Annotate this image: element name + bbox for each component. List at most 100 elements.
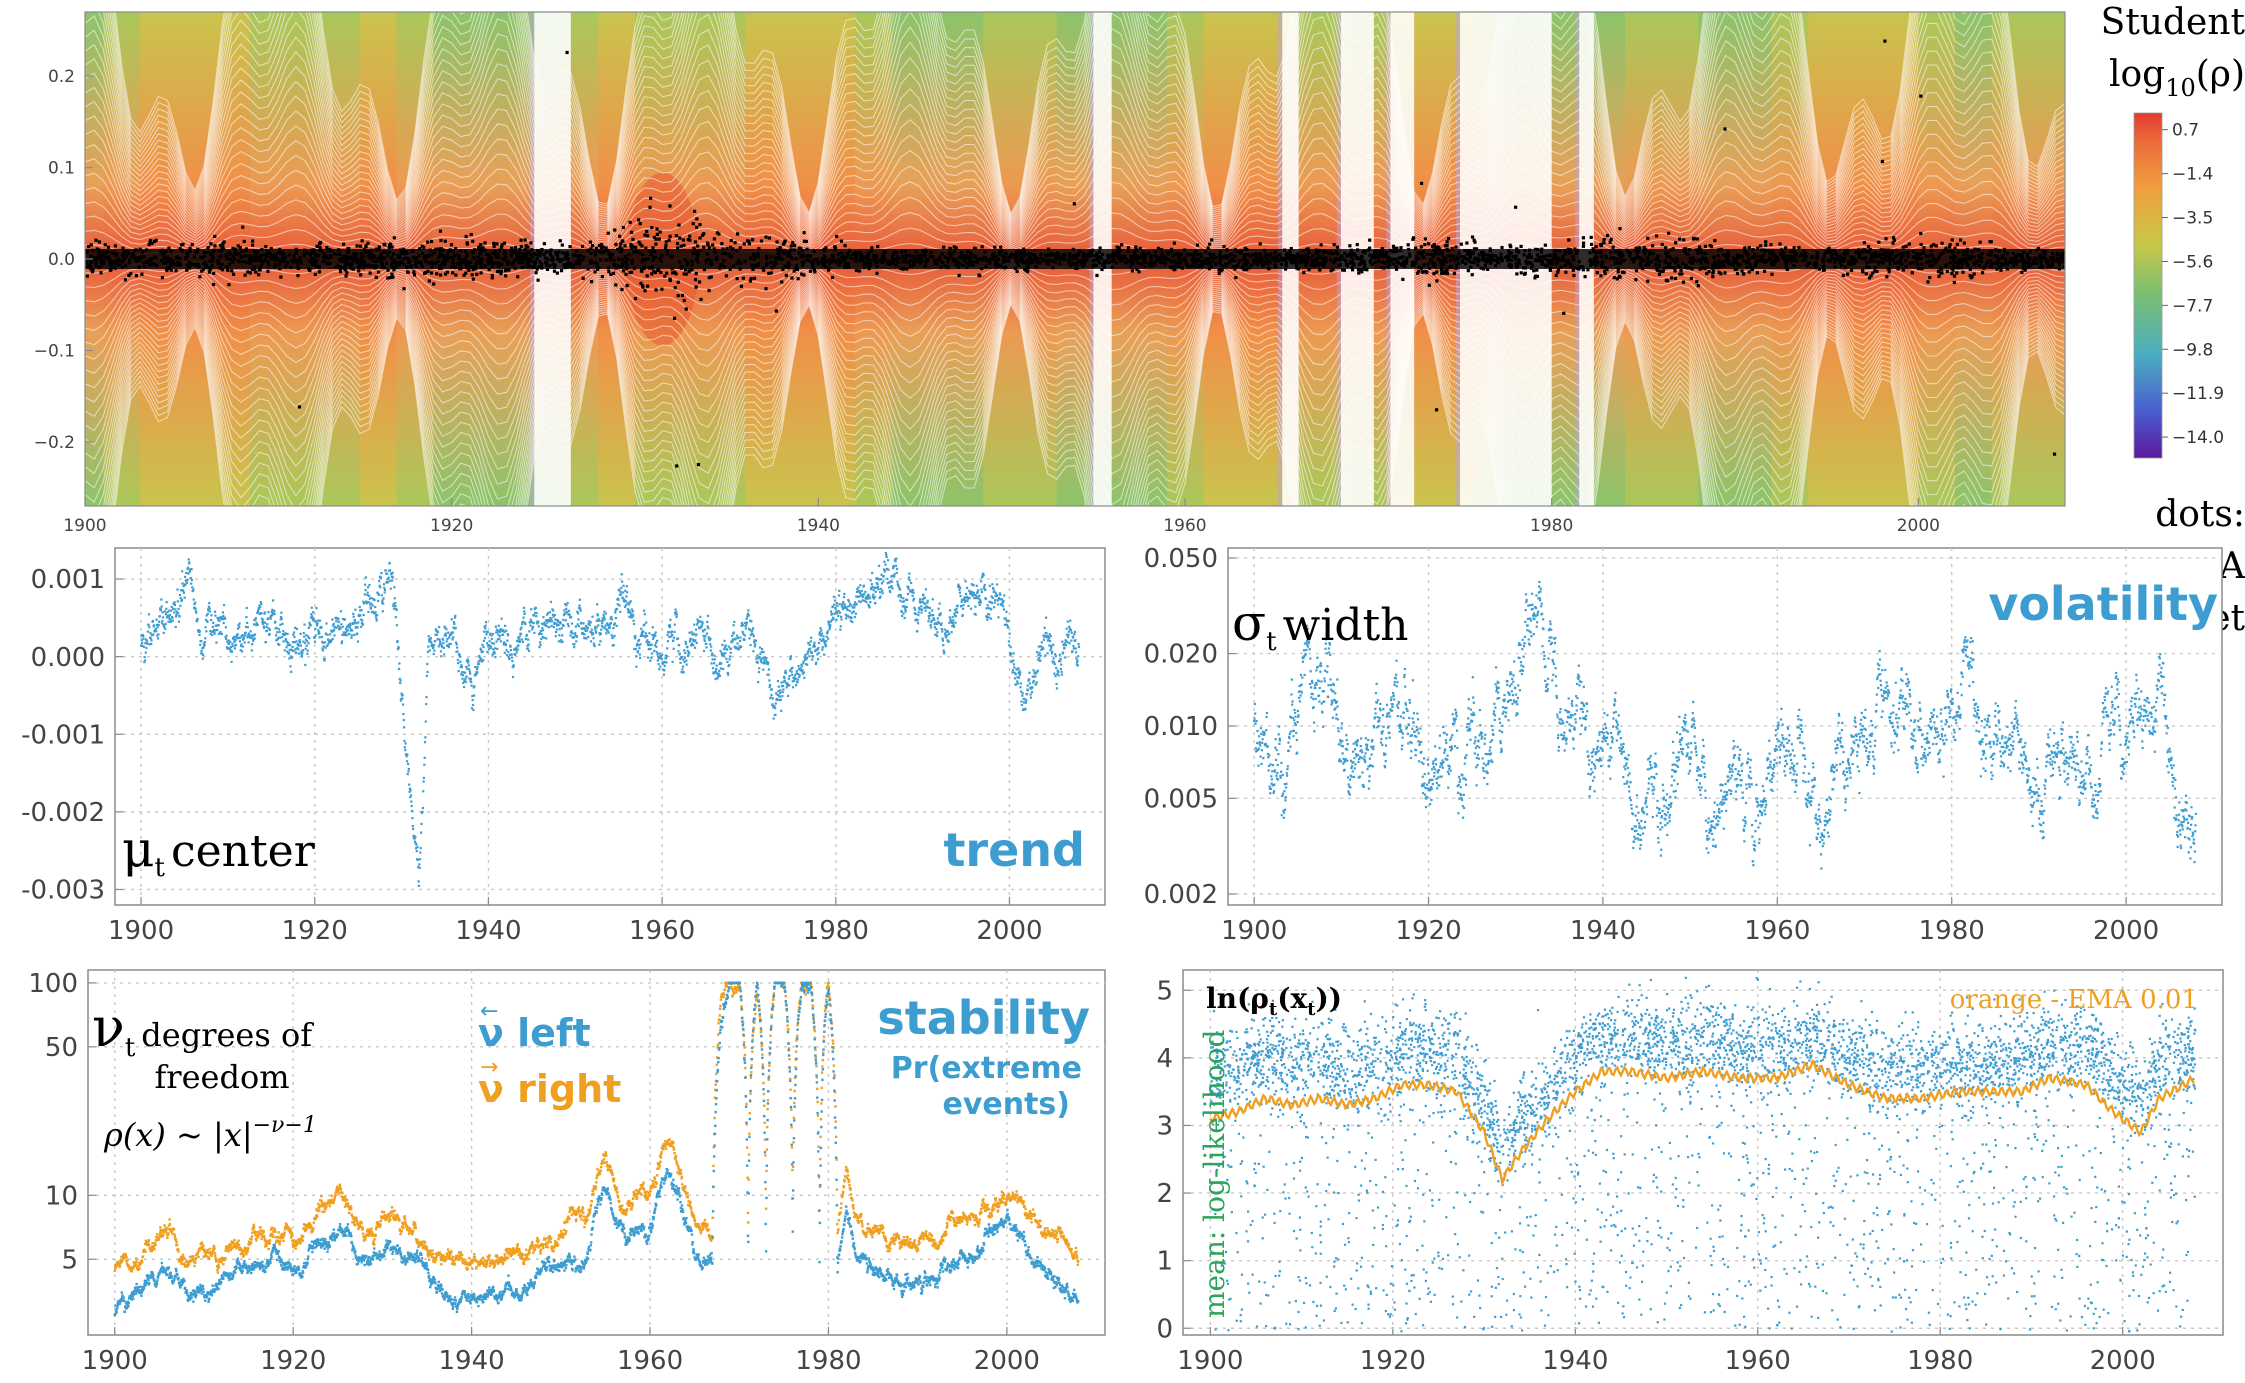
return-dot — [824, 246, 827, 249]
return-dot — [630, 231, 633, 234]
return-dot — [654, 271, 657, 274]
y-tick-label: −0.1 — [34, 341, 75, 361]
return-dot — [1863, 241, 1866, 244]
return-dot — [1442, 272, 1445, 275]
return-dot — [1218, 272, 1221, 275]
return-dot — [1674, 241, 1677, 244]
return-dot — [1742, 273, 1745, 276]
mu-point — [184, 576, 186, 578]
mu-point — [164, 628, 166, 630]
return-dot — [1582, 242, 1585, 245]
return-dot — [155, 239, 158, 242]
return-dot — [1928, 276, 1931, 279]
return-dot — [612, 272, 615, 275]
y-tick-label: 0.0 — [48, 250, 75, 270]
return-dot — [412, 270, 415, 273]
return-dot — [1562, 312, 1565, 315]
mu-point — [179, 605, 181, 607]
colorbar-title: Student log10(ρ) — [2101, 2, 2245, 102]
return-dot — [591, 244, 594, 247]
return-dot — [1764, 244, 1767, 247]
return-dot — [237, 244, 240, 247]
return-dot — [630, 271, 633, 274]
return-dot — [1423, 243, 1426, 246]
x-tick-label: 1920 — [430, 516, 473, 536]
return-dot — [678, 236, 681, 239]
x-tick-label: 1960 — [629, 916, 695, 946]
return-dot — [1567, 238, 1570, 241]
return-dot — [1432, 272, 1435, 275]
return-dot — [1661, 243, 1664, 246]
return-dot — [388, 243, 391, 246]
return-dot — [683, 299, 686, 302]
return-dot — [428, 279, 431, 282]
x-tick-label: 1900 — [63, 516, 106, 536]
return-dot — [1612, 246, 1615, 249]
return-dot — [702, 232, 705, 235]
y-tick-label: 0.001 — [31, 565, 105, 595]
colorbar-tick-label: 0.7 — [2172, 121, 2199, 141]
return-dot — [843, 244, 846, 247]
return-dot — [1842, 274, 1845, 277]
return-dot — [1711, 275, 1714, 278]
return-dot — [654, 288, 657, 291]
return-dot — [677, 223, 680, 226]
return-dot — [1445, 269, 1448, 272]
return-dot — [1583, 275, 1586, 278]
return-dot — [500, 243, 503, 246]
mu-point — [148, 626, 150, 628]
return-dot — [1118, 246, 1121, 249]
return-dot — [1635, 269, 1638, 272]
return-dot — [614, 243, 617, 246]
mu-point — [160, 598, 162, 600]
return-dot — [219, 244, 222, 247]
x-tick-label: 2000 — [1897, 516, 1940, 536]
return-dot — [1411, 238, 1414, 241]
return-dot — [1617, 270, 1620, 273]
return-dot — [1444, 244, 1447, 247]
mu-point — [190, 583, 192, 585]
return-dot — [251, 239, 254, 242]
return-dot — [655, 227, 658, 230]
return-dot — [646, 285, 649, 288]
return-dot — [760, 239, 763, 242]
return-dot — [1336, 246, 1339, 249]
return-dot — [1220, 269, 1223, 272]
return-dot — [471, 273, 474, 276]
return-dot — [1610, 238, 1613, 241]
return-dot — [1941, 242, 1944, 245]
return-dot — [94, 239, 97, 242]
return-dot — [161, 276, 164, 279]
return-dot — [430, 271, 433, 274]
return-dot — [1435, 270, 1438, 273]
return-dot — [621, 239, 624, 242]
mu-point — [172, 620, 174, 622]
mu-point — [157, 633, 159, 635]
return-dot — [1357, 272, 1360, 275]
x-tick-label: 1940 — [455, 916, 521, 946]
return-dot — [536, 279, 539, 282]
return-dot — [1424, 270, 1427, 273]
return-dot — [1234, 276, 1237, 279]
return-dot — [631, 245, 634, 248]
return-dot — [663, 275, 666, 278]
return-dot — [444, 240, 447, 243]
return-dot — [688, 235, 691, 238]
return-dot — [523, 238, 526, 241]
return-dot — [496, 270, 499, 273]
return-dot — [803, 231, 806, 234]
return-dot — [648, 206, 651, 209]
return-dot — [698, 280, 701, 283]
return-dot — [339, 270, 342, 273]
mu-point — [145, 647, 147, 649]
mu-point — [186, 579, 188, 581]
return-dot — [318, 270, 321, 273]
mu-point — [198, 634, 200, 636]
return-dot — [529, 241, 532, 244]
return-dot — [953, 245, 956, 248]
return-dot — [87, 245, 90, 248]
return-dot — [999, 246, 1002, 249]
return-dot — [1508, 244, 1511, 247]
return-dot — [114, 244, 117, 247]
return-dot — [98, 240, 101, 243]
